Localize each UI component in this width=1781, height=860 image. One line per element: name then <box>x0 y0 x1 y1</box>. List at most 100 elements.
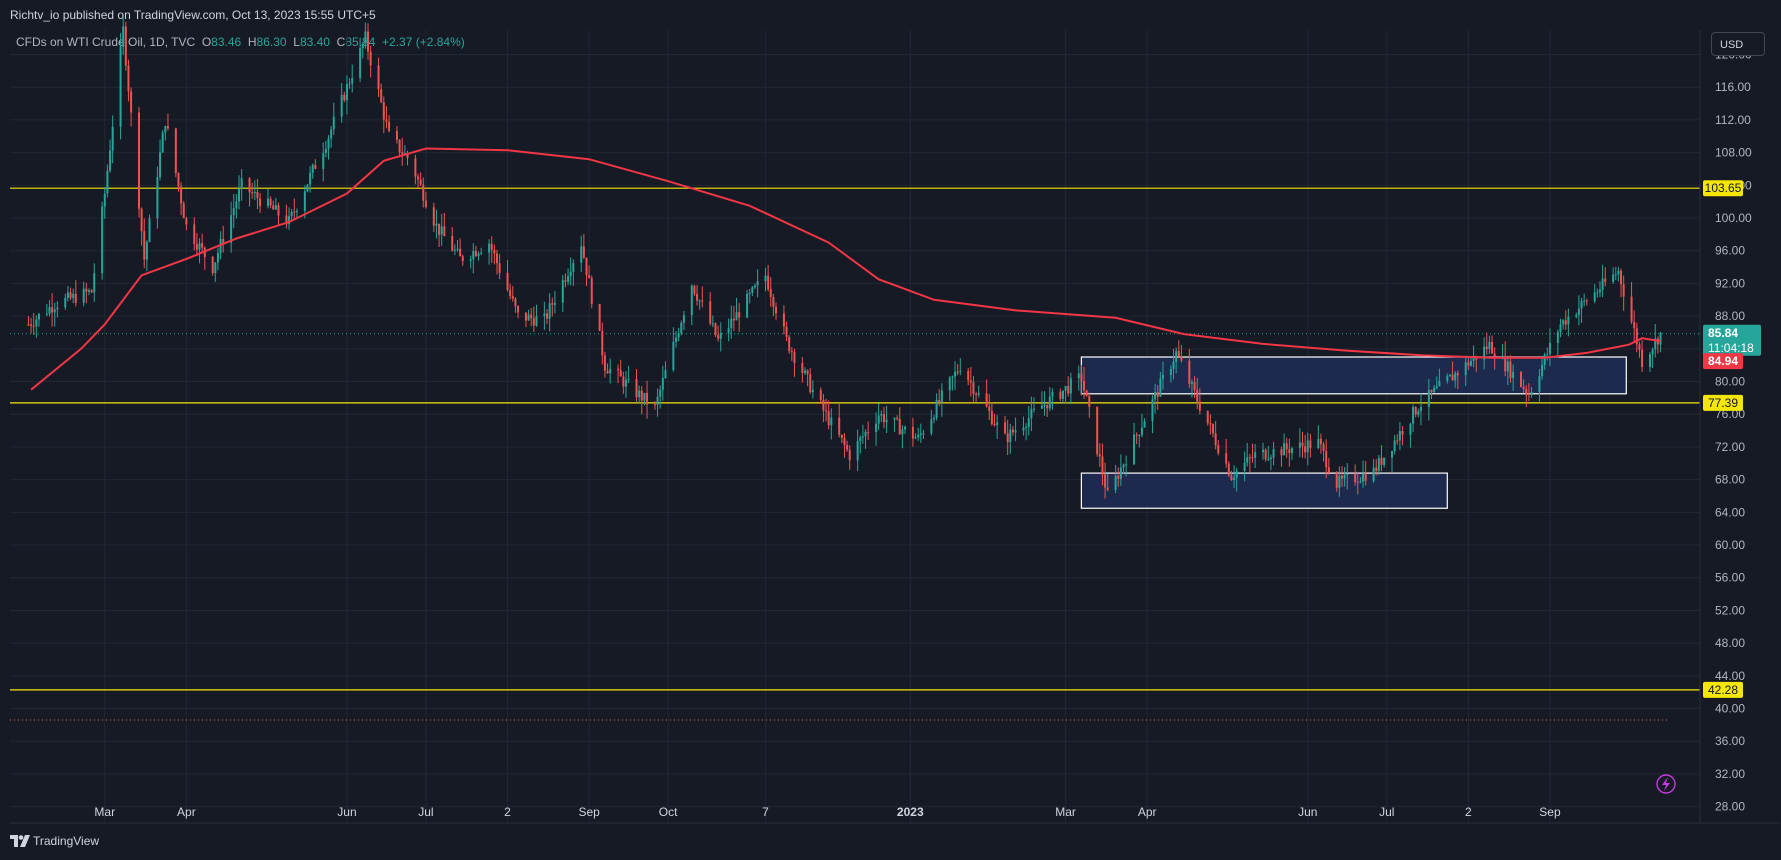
candle-body <box>48 307 51 314</box>
candle-body <box>1175 351 1178 362</box>
candle-body <box>561 280 564 303</box>
candle-body <box>438 223 441 235</box>
candle-body <box>1304 446 1307 453</box>
x-tick-label: Apr <box>1138 805 1157 819</box>
close-label: C <box>336 35 346 49</box>
candle-body <box>598 303 601 331</box>
candle-body <box>682 315 685 323</box>
candle-body <box>380 89 383 102</box>
candle-body <box>459 248 462 257</box>
candle-body <box>288 216 291 224</box>
candle-body <box>1285 443 1288 450</box>
candle-body <box>898 418 901 435</box>
candle-body <box>101 206 104 274</box>
candle-body <box>474 251 477 256</box>
candle-body <box>848 449 851 461</box>
candle-body <box>1027 418 1030 428</box>
candle-body <box>377 65 380 90</box>
candle-body <box>1085 390 1088 397</box>
candle-body <box>1412 407 1415 424</box>
lightning-icon[interactable] <box>1656 774 1676 794</box>
candle-body <box>1612 274 1615 282</box>
candle-body <box>846 445 849 450</box>
candle-body <box>461 256 464 262</box>
candle-body <box>940 390 943 403</box>
candle-body <box>893 417 896 420</box>
candle-body <box>1622 284 1625 297</box>
candle-body <box>1290 448 1293 453</box>
candle-body <box>1601 278 1604 290</box>
candle-body <box>1117 475 1120 479</box>
candle-body <box>653 404 656 406</box>
candle-body <box>1172 361 1175 369</box>
candle-body <box>1522 386 1525 390</box>
candle-body <box>1543 354 1546 365</box>
candle-body <box>656 396 659 405</box>
candle-body <box>1188 360 1191 384</box>
candle-body <box>756 281 759 286</box>
y-tick-label: 52.00 <box>1715 603 1745 617</box>
candle-body <box>1604 278 1607 282</box>
candle-body <box>619 370 622 377</box>
candle-body <box>122 26 125 47</box>
candle-body <box>311 164 314 173</box>
level-price-tag <box>1703 681 1743 698</box>
candle-body <box>1585 300 1588 302</box>
candle-body <box>1354 473 1357 483</box>
candle-body <box>1338 475 1341 488</box>
candle-body <box>1177 351 1180 357</box>
candle-body <box>456 248 459 250</box>
candle-body <box>793 352 796 363</box>
candle-body <box>364 31 367 44</box>
candle-body <box>35 319 38 327</box>
y-tick-label: 108.00 <box>1715 146 1752 160</box>
candle-body <box>1383 457 1386 465</box>
candle-body <box>1246 457 1249 463</box>
candle-body <box>1006 433 1009 443</box>
candle-body <box>419 179 422 185</box>
candle-body <box>1493 353 1496 359</box>
candle-body <box>1372 467 1375 481</box>
candle-body <box>732 318 735 321</box>
candle-body <box>488 243 491 253</box>
x-tick-label: Apr <box>177 805 196 819</box>
candle-body <box>730 318 733 329</box>
candle-body <box>677 333 680 338</box>
x-tick-label: 2 <box>1465 805 1472 819</box>
candle-body <box>1335 472 1338 488</box>
candle-body <box>901 429 904 435</box>
candle-body <box>164 125 167 133</box>
candle-body <box>1190 382 1193 384</box>
candle-body <box>972 382 975 394</box>
candle-body <box>922 433 925 435</box>
candle-body <box>1214 433 1217 446</box>
candle-body <box>1133 434 1136 465</box>
candle-body <box>1083 381 1086 391</box>
candle-body <box>1004 422 1007 434</box>
currency-button[interactable]: USD <box>1711 32 1765 56</box>
candle-body <box>975 393 978 395</box>
candle-body <box>1169 368 1172 376</box>
candle-body <box>1140 427 1143 436</box>
x-tick-label: 2 <box>504 805 511 819</box>
tradingview-logo[interactable]: TradingView <box>10 834 99 848</box>
candle-body <box>159 152 162 178</box>
candle-body <box>803 370 806 373</box>
candle-body <box>274 205 277 210</box>
candle-body <box>930 419 933 434</box>
candle-body <box>314 164 317 169</box>
candle-body <box>1419 406 1422 412</box>
candle-body <box>524 312 527 321</box>
candle-body <box>290 211 293 217</box>
candle-body <box>606 370 609 374</box>
candle-body <box>1154 392 1157 400</box>
candle-body <box>45 313 48 315</box>
candle-body <box>585 257 588 276</box>
candle-body <box>424 200 427 208</box>
candle-body <box>306 184 309 192</box>
level-price-tag <box>1703 180 1743 197</box>
candle-body <box>996 422 999 425</box>
candle-body <box>914 437 917 439</box>
candle-body <box>801 362 804 373</box>
